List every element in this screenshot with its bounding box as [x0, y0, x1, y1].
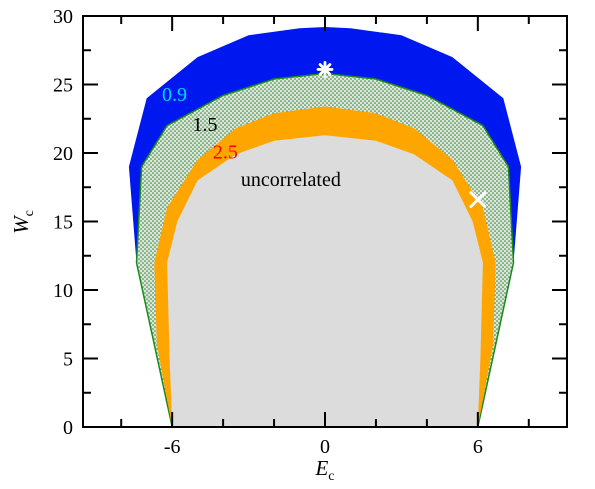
marker-asterisk-0 [316, 61, 334, 78]
axis-tick-labels: -6 0 6 0 5 10 15 20 25 30 [53, 6, 483, 458]
x-tick-label: -6 [164, 436, 181, 458]
y-tick-label: 5 [63, 349, 73, 371]
region-3 [167, 135, 483, 427]
region-label-2: 2.5 [213, 142, 238, 164]
region-label-3: uncorrelated [241, 169, 341, 191]
x-axis-label: Ec [314, 456, 334, 484]
x-tick-label: 0 [320, 436, 330, 458]
y-tick-label: 30 [53, 6, 73, 28]
region-label-1: 1.5 [193, 114, 218, 136]
y-tick-label: 15 [53, 212, 73, 234]
regions-layer [128, 27, 522, 427]
region-label-0: 0.9 [162, 84, 187, 106]
axis-ticks [83, 15, 567, 428]
y-tick-label: 0 [63, 417, 73, 439]
x-tick-label: 6 [473, 436, 483, 458]
y-tick-label: 10 [53, 280, 73, 302]
marker-cross-1 [469, 191, 487, 208]
plot-area [128, 27, 522, 427]
y-axis-label-subscript: c [22, 210, 37, 216]
x-axis-label-subscript: c [328, 469, 334, 484]
y-tick-label: 25 [53, 75, 73, 97]
y-tick-label: 20 [53, 143, 73, 165]
y-axis-label: Wc [9, 210, 37, 234]
markers-layer [316, 61, 487, 208]
